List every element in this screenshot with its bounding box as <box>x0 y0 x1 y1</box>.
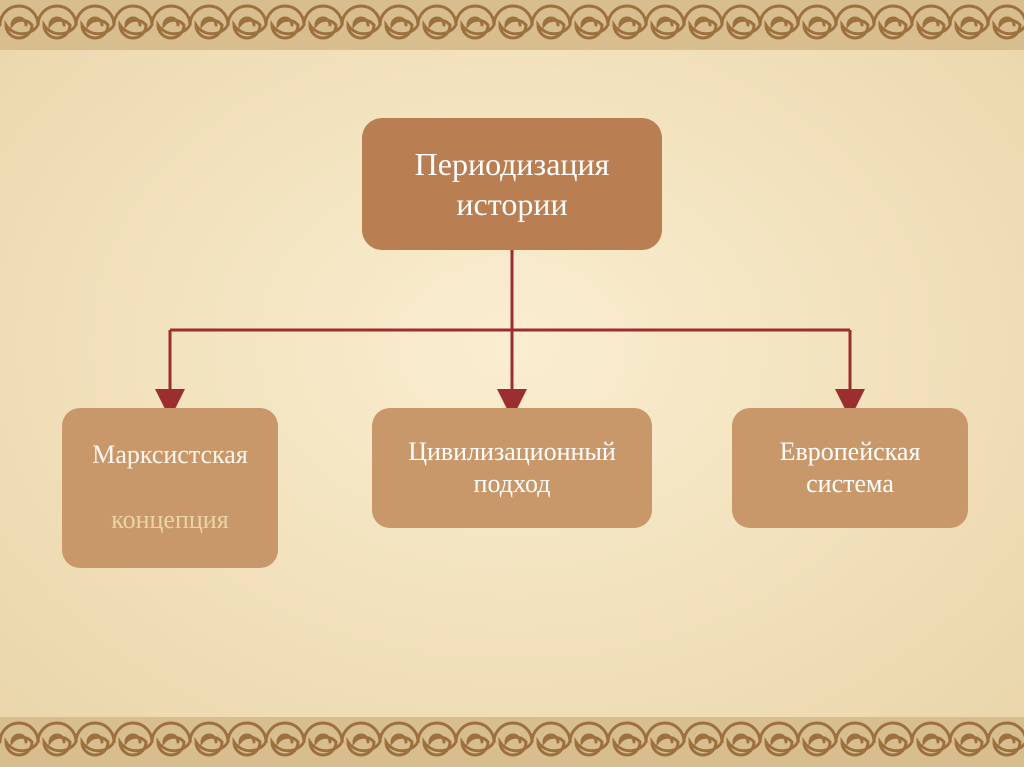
root-node-label: Периодизация истории <box>362 144 662 224</box>
child-node-3-label: Европейская система <box>732 436 968 501</box>
child-node-1: Марксистскаяконцепция <box>62 408 278 568</box>
root-node: Периодизация истории <box>362 118 662 250</box>
child-node-2: Цивилизационный подход <box>372 408 652 528</box>
child-node-2-label: Цивилизационный подход <box>372 436 652 501</box>
child-node-1-label: Марксистскаяконцепция <box>76 439 264 537</box>
hierarchy-diagram: Периодизация истории Марксистскаяконцепц… <box>0 0 1024 767</box>
child-node-3: Европейская система <box>732 408 968 528</box>
